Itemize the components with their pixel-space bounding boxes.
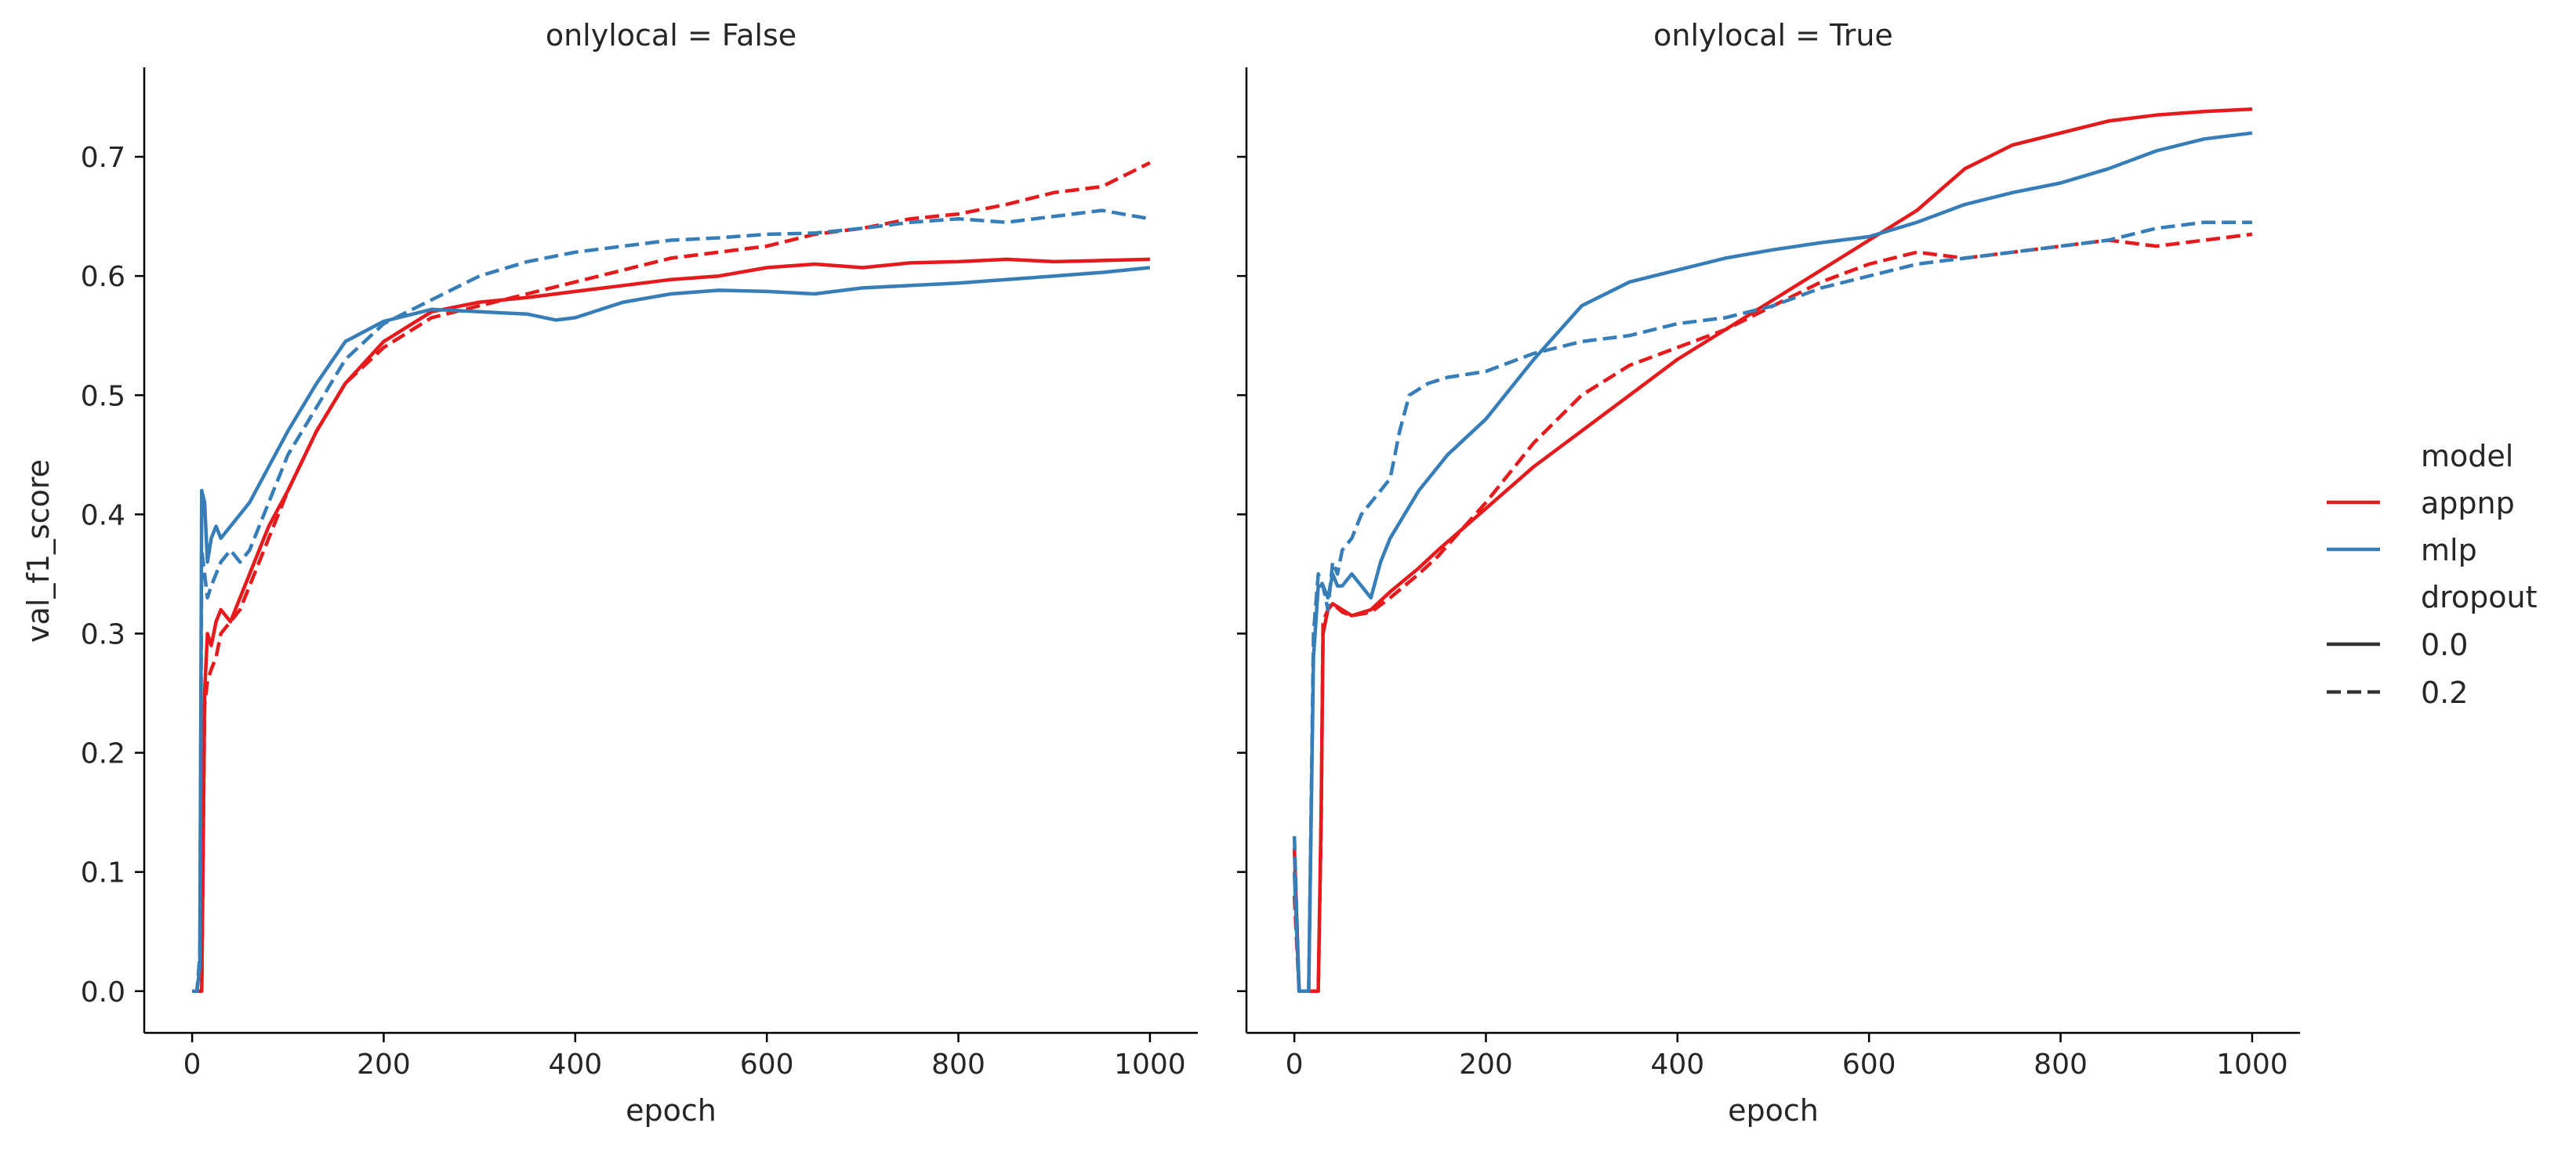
series-mlp-dropout-0-0 xyxy=(1292,131,2253,994)
x-tick-label: 400 xyxy=(548,1049,602,1081)
series-appnp-dropout-0-0 xyxy=(192,257,1150,994)
panel-title: onlylocal = False xyxy=(546,18,796,53)
series-mlp-dropout-0-2 xyxy=(192,208,1151,994)
series-mlp-dropout-0-2 xyxy=(1292,220,2252,994)
x-tick-label: 600 xyxy=(740,1049,794,1081)
y-tick-label: 0.4 xyxy=(81,499,125,531)
x-tick-label: 400 xyxy=(1650,1049,1704,1081)
legend-label-dropout-2: 0.2 xyxy=(2421,676,2468,710)
legend-label-dropout-0: 0.0 xyxy=(2421,628,2468,662)
x-axis-title: epoch xyxy=(1728,1093,1819,1128)
panel-onlylocal-false: onlylocal = False 0 200 400 600 800 1000 0.0 0.… xyxy=(21,18,1198,1128)
y-tick-label: 0.7 xyxy=(81,142,125,174)
series-appnp-dropout-0-2 xyxy=(192,161,1151,994)
x-tick-label: 800 xyxy=(2034,1049,2088,1081)
y-tick-label: 0.3 xyxy=(81,618,125,650)
x-tick-label: 200 xyxy=(357,1049,411,1081)
panel-title: onlylocal = True xyxy=(1653,18,1893,53)
y-tick-label: 0.2 xyxy=(81,738,125,770)
x-tick-label: 0 xyxy=(183,1049,201,1081)
y-axis-title: val_f1_score xyxy=(21,459,56,643)
y-tick-label: 0.0 xyxy=(81,976,125,1009)
axes-layer: 0 200 400 600 800 1000 xyxy=(1237,67,2300,1081)
y-tick-label: 0.6 xyxy=(81,261,125,293)
y-tick-label: 0.1 xyxy=(81,857,125,889)
y-tick-label: 0.5 xyxy=(81,380,125,412)
axes-layer: 0 200 400 600 800 1000 0.0 0.1 0.2 0.3 0.4 0.5 0.6 0.… xyxy=(81,67,1198,1081)
x-tick-label: 1000 xyxy=(1114,1049,1186,1081)
x-tick-label: 200 xyxy=(1459,1049,1513,1081)
series-layer xyxy=(192,161,1151,994)
legend-title-dropout: dropout xyxy=(2421,580,2538,614)
series-appnp-dropout-0-2 xyxy=(1292,232,2253,994)
series-appnp-dropout-0-0 xyxy=(1292,107,2253,994)
series-mlp-dropout-0-0 xyxy=(192,266,1151,994)
x-tick-label: 800 xyxy=(931,1049,985,1081)
panel-onlylocal-true: onlylocal = True 0 200 400 600 800 1000 epoch xyxy=(1237,18,2300,1128)
x-axis-title: epoch xyxy=(626,1093,717,1128)
x-tick-label: 1000 xyxy=(2216,1049,2288,1081)
x-tick-label: 600 xyxy=(1842,1049,1896,1081)
legend: model appnp mlp dropout 0.0 0.2 xyxy=(2327,439,2538,710)
legend-label-mlp: mlp xyxy=(2421,533,2477,567)
series-layer xyxy=(1292,107,2253,994)
legend-label-appnp: appnp xyxy=(2421,486,2515,520)
x-tick-label: 0 xyxy=(1286,1049,1304,1081)
legend-title-model: model xyxy=(2421,439,2513,473)
